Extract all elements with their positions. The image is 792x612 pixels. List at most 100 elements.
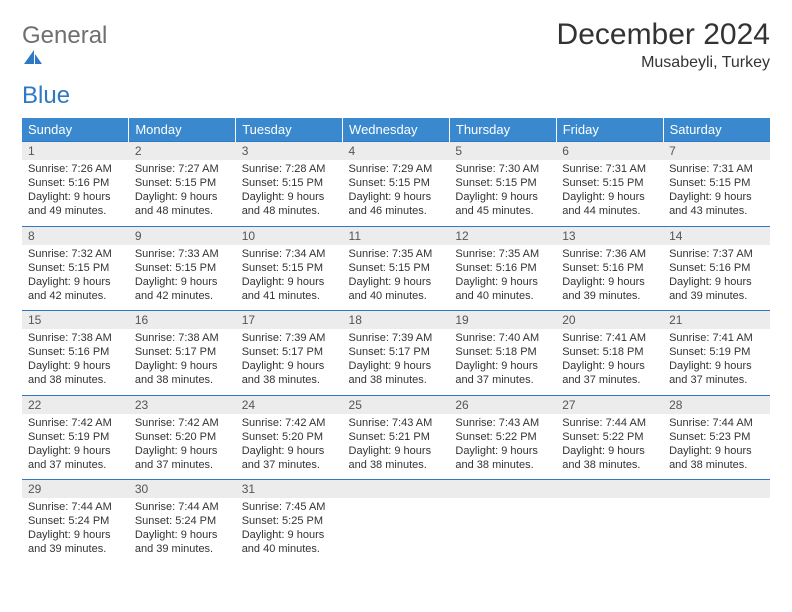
sunrise-text: Sunrise: 7:27 AM — [135, 162, 230, 176]
calendar-cell: 24Sunrise: 7:42 AMSunset: 5:20 PMDayligh… — [236, 396, 343, 480]
sunrise-text: Sunrise: 7:30 AM — [455, 162, 550, 176]
day-number: 17 — [236, 311, 343, 329]
day-details: Sunrise: 7:33 AMSunset: 5:15 PMDaylight:… — [129, 245, 236, 307]
calendar-cell: 8Sunrise: 7:32 AMSunset: 5:15 PMDaylight… — [22, 227, 129, 311]
day-number: 3 — [236, 142, 343, 160]
daylight-text: Daylight: 9 hours and 40 minutes. — [455, 275, 550, 303]
calendar-cell: 21Sunrise: 7:41 AMSunset: 5:19 PMDayligh… — [663, 311, 770, 395]
day-number: 19 — [449, 311, 556, 329]
daylight-text: Daylight: 9 hours and 38 minutes. — [455, 444, 550, 472]
day-details: Sunrise: 7:31 AMSunset: 5:15 PMDaylight:… — [663, 160, 770, 222]
sunset-text: Sunset: 5:15 PM — [242, 176, 337, 190]
day-header: Sunday — [22, 118, 129, 142]
sunset-text: Sunset: 5:15 PM — [562, 176, 657, 190]
day-number: 21 — [663, 311, 770, 329]
calendar-table: SundayMondayTuesdayWednesdayThursdayFrid… — [22, 118, 770, 564]
calendar-cell — [343, 480, 450, 564]
sunset-text: Sunset: 5:17 PM — [242, 345, 337, 359]
logo-word-general: General — [22, 22, 107, 49]
sunset-text: Sunset: 5:23 PM — [669, 430, 764, 444]
calendar-cell: 14Sunrise: 7:37 AMSunset: 5:16 PMDayligh… — [663, 227, 770, 311]
header: General Blue December 2024 Musabeyli, Tu… — [22, 18, 770, 108]
day-details: Sunrise: 7:44 AMSunset: 5:24 PMDaylight:… — [22, 498, 129, 560]
daylight-text: Daylight: 9 hours and 38 minutes. — [135, 359, 230, 387]
calendar-cell: 5Sunrise: 7:30 AMSunset: 5:15 PMDaylight… — [449, 142, 556, 226]
sunset-text: Sunset: 5:15 PM — [135, 261, 230, 275]
sunset-text: Sunset: 5:18 PM — [562, 345, 657, 359]
calendar-cell: 16Sunrise: 7:38 AMSunset: 5:17 PMDayligh… — [129, 311, 236, 395]
month-title: December 2024 — [557, 18, 770, 52]
sunrise-text: Sunrise: 7:40 AM — [455, 331, 550, 345]
day-details: Sunrise: 7:35 AMSunset: 5:16 PMDaylight:… — [449, 245, 556, 307]
daylight-text: Daylight: 9 hours and 41 minutes. — [242, 275, 337, 303]
daylight-text: Daylight: 9 hours and 46 minutes. — [349, 190, 444, 218]
logo-sail-icon — [22, 48, 107, 66]
day-details: Sunrise: 7:40 AMSunset: 5:18 PMDaylight:… — [449, 329, 556, 391]
day-number: 28 — [663, 396, 770, 414]
sunset-text: Sunset: 5:15 PM — [242, 261, 337, 275]
sunset-text: Sunset: 5:16 PM — [28, 345, 123, 359]
calendar-cell: 19Sunrise: 7:40 AMSunset: 5:18 PMDayligh… — [449, 311, 556, 395]
day-details: Sunrise: 7:42 AMSunset: 5:19 PMDaylight:… — [22, 414, 129, 476]
day-number: 31 — [236, 480, 343, 498]
daylight-text: Daylight: 9 hours and 37 minutes. — [242, 444, 337, 472]
daylight-text: Daylight: 9 hours and 37 minutes. — [455, 359, 550, 387]
sunrise-text: Sunrise: 7:41 AM — [562, 331, 657, 345]
sunrise-text: Sunrise: 7:44 AM — [135, 500, 230, 514]
day-details: Sunrise: 7:32 AMSunset: 5:15 PMDaylight:… — [22, 245, 129, 307]
sunrise-text: Sunrise: 7:38 AM — [135, 331, 230, 345]
day-details: Sunrise: 7:30 AMSunset: 5:15 PMDaylight:… — [449, 160, 556, 222]
sunset-text: Sunset: 5:15 PM — [349, 261, 444, 275]
sunrise-text: Sunrise: 7:38 AM — [28, 331, 123, 345]
day-number: 18 — [343, 311, 450, 329]
daylight-text: Daylight: 9 hours and 38 minutes. — [28, 359, 123, 387]
day-number: 5 — [449, 142, 556, 160]
calendar-cell: 23Sunrise: 7:42 AMSunset: 5:20 PMDayligh… — [129, 396, 236, 480]
day-number: 20 — [556, 311, 663, 329]
sunset-text: Sunset: 5:19 PM — [28, 430, 123, 444]
day-details: Sunrise: 7:31 AMSunset: 5:15 PMDaylight:… — [556, 160, 663, 222]
calendar-header-row: SundayMondayTuesdayWednesdayThursdayFrid… — [22, 118, 770, 142]
daylight-text: Daylight: 9 hours and 48 minutes. — [242, 190, 337, 218]
sunset-text: Sunset: 5:24 PM — [135, 514, 230, 528]
sunset-text: Sunset: 5:24 PM — [28, 514, 123, 528]
day-details: Sunrise: 7:39 AMSunset: 5:17 PMDaylight:… — [236, 329, 343, 391]
sunrise-text: Sunrise: 7:43 AM — [455, 416, 550, 430]
sunrise-text: Sunrise: 7:29 AM — [349, 162, 444, 176]
calendar-cell: 13Sunrise: 7:36 AMSunset: 5:16 PMDayligh… — [556, 227, 663, 311]
day-number: 25 — [343, 396, 450, 414]
day-details: Sunrise: 7:42 AMSunset: 5:20 PMDaylight:… — [236, 414, 343, 476]
day-number: 2 — [129, 142, 236, 160]
day-details: Sunrise: 7:27 AMSunset: 5:15 PMDaylight:… — [129, 160, 236, 222]
calendar-cell: 27Sunrise: 7:44 AMSunset: 5:22 PMDayligh… — [556, 396, 663, 480]
daylight-text: Daylight: 9 hours and 37 minutes. — [669, 359, 764, 387]
daylight-text: Daylight: 9 hours and 43 minutes. — [669, 190, 764, 218]
daylight-text: Daylight: 9 hours and 38 minutes. — [242, 359, 337, 387]
daylight-text: Daylight: 9 hours and 38 minutes. — [349, 444, 444, 472]
day-number: 27 — [556, 396, 663, 414]
daylight-text: Daylight: 9 hours and 37 minutes. — [135, 444, 230, 472]
day-details: Sunrise: 7:36 AMSunset: 5:16 PMDaylight:… — [556, 245, 663, 307]
day-number: 16 — [129, 311, 236, 329]
day-number: 6 — [556, 142, 663, 160]
day-header: Monday — [129, 118, 236, 142]
sunrise-text: Sunrise: 7:32 AM — [28, 247, 123, 261]
day-number — [343, 480, 450, 498]
daylight-text: Daylight: 9 hours and 49 minutes. — [28, 190, 123, 218]
sunset-text: Sunset: 5:15 PM — [135, 176, 230, 190]
sunset-text: Sunset: 5:20 PM — [135, 430, 230, 444]
day-details: Sunrise: 7:38 AMSunset: 5:16 PMDaylight:… — [22, 329, 129, 391]
calendar-cell: 10Sunrise: 7:34 AMSunset: 5:15 PMDayligh… — [236, 227, 343, 311]
sunrise-text: Sunrise: 7:34 AM — [242, 247, 337, 261]
sunset-text: Sunset: 5:25 PM — [242, 514, 337, 528]
day-details: Sunrise: 7:43 AMSunset: 5:22 PMDaylight:… — [449, 414, 556, 476]
day-details: Sunrise: 7:39 AMSunset: 5:17 PMDaylight:… — [343, 329, 450, 391]
day-number: 23 — [129, 396, 236, 414]
calendar-cell: 28Sunrise: 7:44 AMSunset: 5:23 PMDayligh… — [663, 396, 770, 480]
day-details: Sunrise: 7:41 AMSunset: 5:19 PMDaylight:… — [663, 329, 770, 391]
sunrise-text: Sunrise: 7:33 AM — [135, 247, 230, 261]
daylight-text: Daylight: 9 hours and 37 minutes. — [28, 444, 123, 472]
daylight-text: Daylight: 9 hours and 48 minutes. — [135, 190, 230, 218]
calendar-cell — [449, 480, 556, 564]
sunset-text: Sunset: 5:22 PM — [562, 430, 657, 444]
